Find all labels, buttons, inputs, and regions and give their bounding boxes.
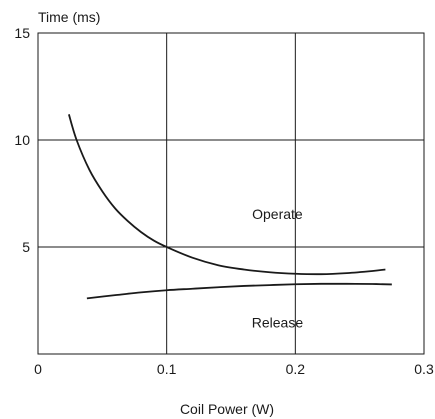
y-tick-label: 15 — [14, 25, 30, 41]
grid — [38, 33, 424, 354]
x-axis-title: Coil Power (W) — [180, 401, 274, 417]
plot-frame — [37, 32, 425, 355]
annotations: Operate Release — [252, 206, 304, 330]
x-tick-label: 0.2 — [286, 361, 306, 377]
x-tick-label: 0.1 — [157, 361, 177, 377]
y-tick-label: 10 — [14, 132, 30, 148]
annotation-release: Release — [252, 314, 304, 330]
y-tick-label: 5 — [22, 239, 30, 255]
x-tick-labels: 0 0.1 0.2 0.3 — [34, 361, 434, 377]
x-tick-label: 0.3 — [414, 361, 434, 377]
annotation-operate: Operate — [252, 206, 303, 222]
series-line-release — [86, 282, 392, 300]
y-tick-labels: 5 10 15 — [14, 25, 30, 255]
x-tick-label: 0 — [34, 361, 42, 377]
y-axis-title: Time (ms) — [38, 9, 100, 25]
series-curves — [68, 114, 392, 300]
series-line-operate — [68, 114, 386, 276]
